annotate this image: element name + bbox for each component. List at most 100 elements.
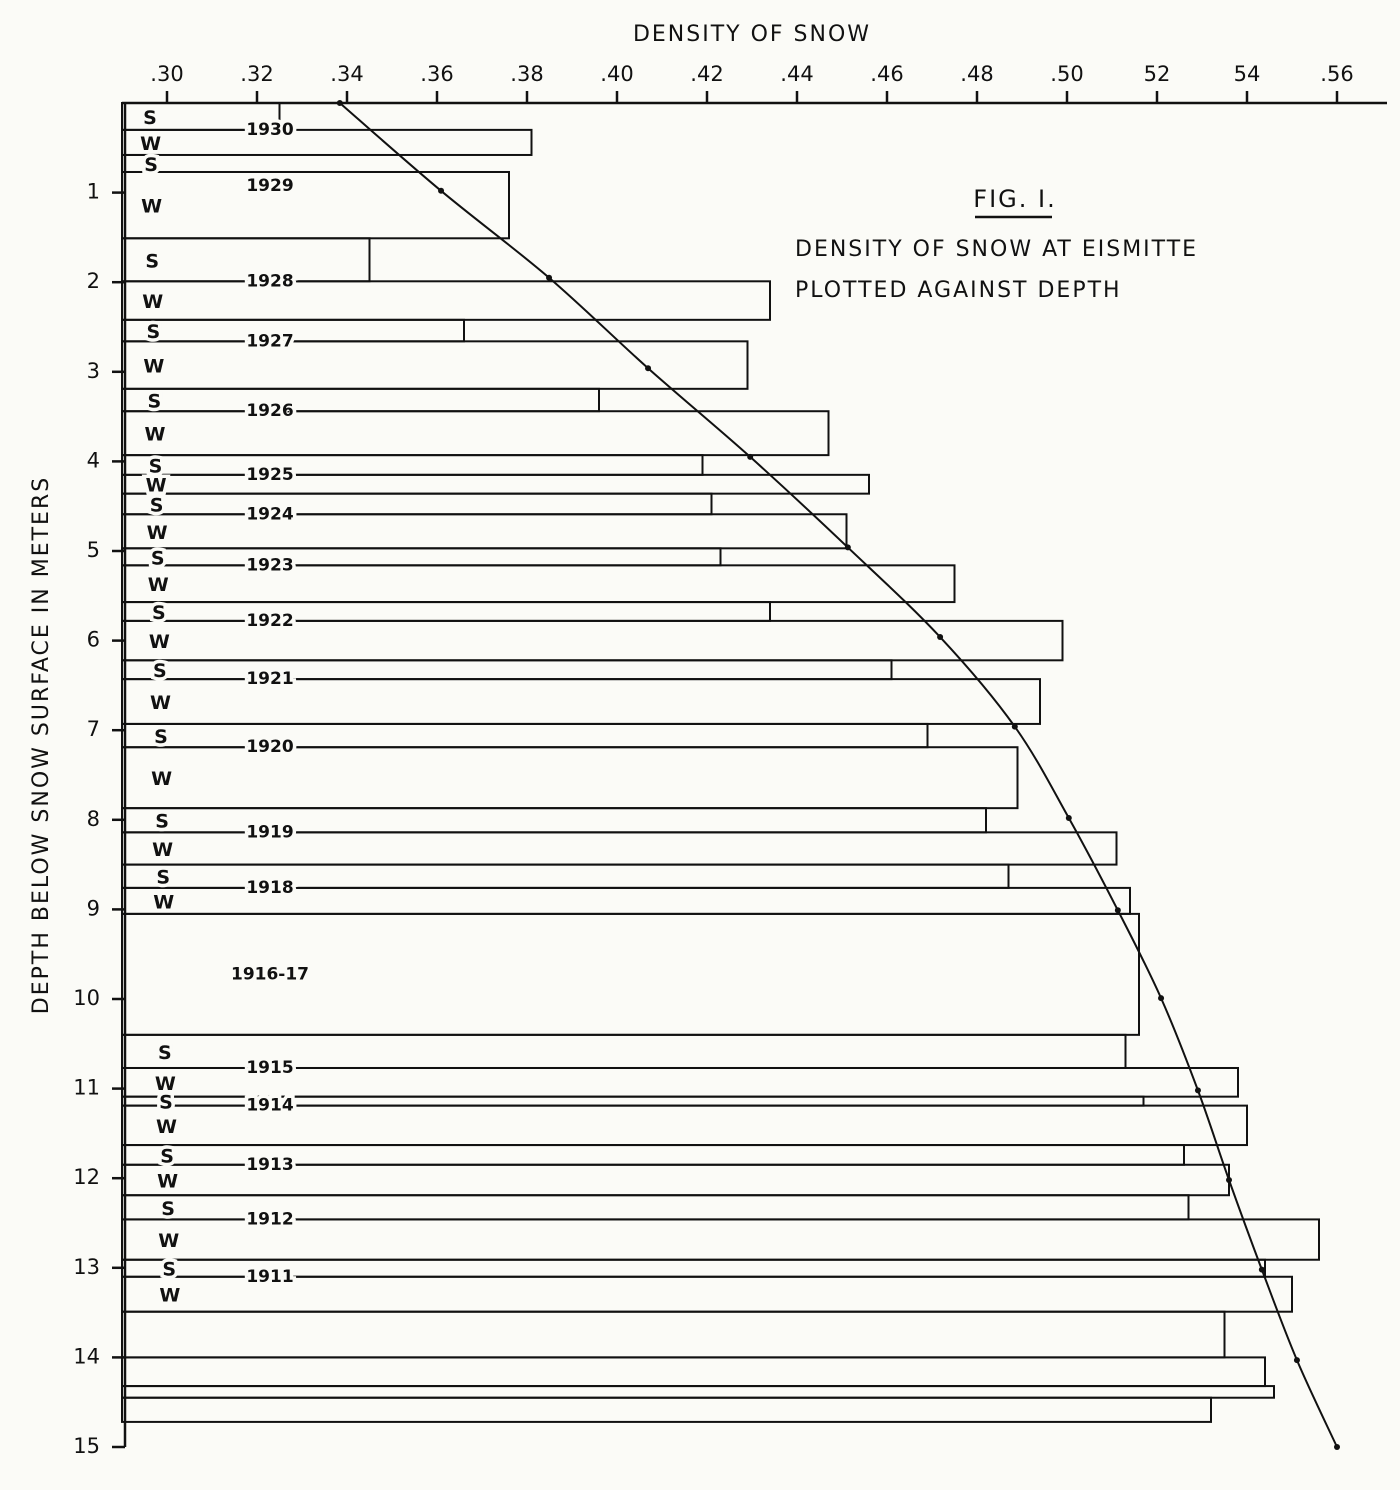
season-label: S bbox=[162, 1259, 176, 1281]
year-label: 1919 bbox=[246, 822, 293, 842]
x-tick-label: .50 bbox=[1050, 62, 1083, 86]
season-label: S bbox=[148, 391, 162, 413]
season-label: S bbox=[154, 726, 168, 748]
year-label: 1923 bbox=[246, 555, 293, 575]
layer-bar bbox=[121, 1385, 1275, 1399]
curve-point bbox=[1158, 995, 1165, 1002]
y-tick-label: 12 bbox=[73, 1165, 100, 1189]
season-label: S bbox=[155, 811, 169, 833]
layer-bar bbox=[121, 170, 510, 240]
season-label: W bbox=[142, 291, 163, 313]
year-label: 1921 bbox=[246, 669, 293, 689]
year-label: 1920 bbox=[246, 737, 293, 757]
season-label: W bbox=[144, 424, 165, 446]
season-label: S bbox=[156, 867, 170, 889]
season-label: W bbox=[141, 196, 162, 218]
x-tick-label: .56 bbox=[1320, 62, 1353, 86]
curve-point bbox=[546, 274, 553, 281]
layer-bar bbox=[121, 547, 722, 567]
y-axis-title: DEPTH BELOW SNOW SURFACE IN METERS bbox=[29, 476, 54, 1014]
layer-bar bbox=[121, 659, 893, 681]
curve-point bbox=[1258, 1266, 1265, 1273]
y-tick-label: 9 bbox=[87, 896, 100, 920]
year-label: 1924 bbox=[246, 504, 293, 524]
x-tick-label: .38 bbox=[510, 62, 543, 86]
season-label: W bbox=[140, 133, 161, 155]
layer-bar bbox=[121, 387, 600, 413]
year-label: 1929 bbox=[246, 176, 293, 196]
y-tick-label: 10 bbox=[73, 986, 100, 1010]
season-label: S bbox=[144, 154, 158, 176]
season-label: W bbox=[149, 631, 170, 653]
layer-bar bbox=[121, 1396, 1212, 1423]
year-label: 1916-17 bbox=[231, 964, 309, 984]
y-tick-label: 7 bbox=[87, 717, 100, 741]
y-tick-label: 14 bbox=[73, 1344, 100, 1368]
season-label: W bbox=[146, 475, 167, 497]
year-label: 1928 bbox=[246, 271, 293, 291]
layer-bar bbox=[121, 513, 848, 550]
curve-point bbox=[1194, 1087, 1201, 1094]
y-tick-label: 13 bbox=[73, 1255, 100, 1279]
season-label: S bbox=[158, 1042, 172, 1064]
layer-bar bbox=[121, 280, 771, 321]
y-tick-label: 4 bbox=[87, 448, 100, 472]
y-tick-label: 1 bbox=[87, 180, 100, 204]
y-tick-label: 6 bbox=[87, 628, 100, 652]
fig-label: FIG. I. bbox=[973, 185, 1056, 213]
season-label: S bbox=[143, 107, 157, 129]
layer-bar bbox=[121, 1218, 1320, 1261]
season-label: W bbox=[153, 891, 174, 913]
season-label: W bbox=[143, 356, 164, 378]
x-tick-label: .48 bbox=[960, 62, 993, 86]
curve-point bbox=[844, 544, 851, 551]
season-label: W bbox=[155, 1073, 176, 1095]
year-label: 1925 bbox=[246, 465, 293, 485]
x-tick-label: .46 bbox=[870, 62, 903, 86]
season-label: S bbox=[145, 250, 159, 272]
season-label: S bbox=[150, 494, 164, 516]
curve-point bbox=[1293, 1357, 1300, 1364]
season-label: W bbox=[159, 1285, 180, 1307]
x-axis-title: DENSITY OF SNOW bbox=[633, 22, 871, 47]
x-tick-label: 54 bbox=[1234, 62, 1261, 86]
x-tick-label: .40 bbox=[600, 62, 633, 86]
curve-point bbox=[1114, 907, 1121, 914]
x-tick-label: .42 bbox=[690, 62, 723, 86]
season-label: S bbox=[149, 455, 163, 477]
season-label: S bbox=[153, 660, 167, 682]
season-label: S bbox=[159, 1092, 173, 1114]
year-label: 1911 bbox=[246, 1267, 293, 1287]
season-label: W bbox=[158, 1230, 179, 1252]
layer-bar bbox=[121, 454, 704, 476]
caption-line: DENSITY OF SNOW AT EISMITTE bbox=[795, 237, 1198, 262]
curve-point bbox=[645, 365, 652, 372]
layer-bar bbox=[121, 722, 929, 749]
y-tick-label: 11 bbox=[73, 1076, 100, 1100]
layer-bar bbox=[121, 492, 713, 516]
layer-bar bbox=[121, 1275, 1293, 1313]
year-label: 1914 bbox=[246, 1096, 293, 1116]
year-label: 1915 bbox=[246, 1058, 293, 1078]
curve-point bbox=[747, 453, 754, 460]
season-label: W bbox=[148, 574, 169, 596]
year-label: 1913 bbox=[246, 1155, 293, 1175]
year-label: 1927 bbox=[246, 331, 293, 351]
curve-point bbox=[1011, 723, 1018, 730]
season-label: W bbox=[147, 522, 168, 544]
y-tick-label: 15 bbox=[73, 1434, 100, 1458]
season-label: S bbox=[161, 1198, 175, 1220]
curve-point bbox=[1065, 815, 1072, 822]
caption-line: PLOTTED AGAINST DEPTH bbox=[795, 278, 1122, 303]
y-tick-label: 3 bbox=[87, 359, 100, 383]
season-label: W bbox=[157, 1170, 178, 1192]
year-label: 1922 bbox=[246, 611, 293, 631]
season-label: W bbox=[152, 839, 173, 861]
season-label: W bbox=[151, 768, 172, 790]
year-label: 1912 bbox=[246, 1209, 293, 1229]
layer-bar bbox=[121, 1356, 1266, 1388]
x-tick-label: .34 bbox=[330, 62, 363, 86]
year-label: 1926 bbox=[246, 401, 293, 421]
curve-point bbox=[937, 634, 944, 641]
